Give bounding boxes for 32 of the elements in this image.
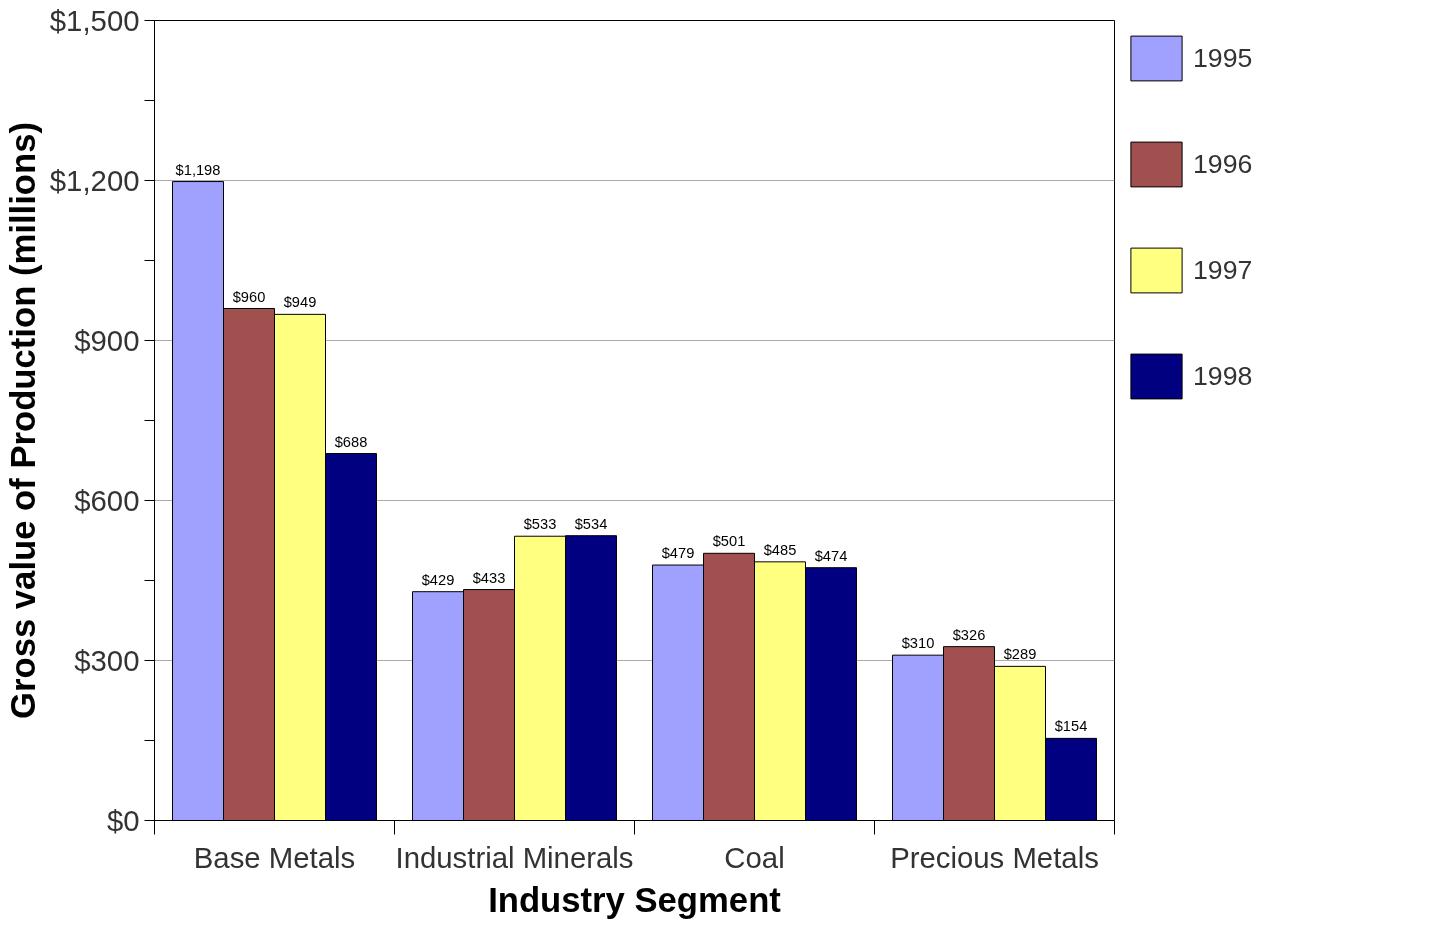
data-label: $1,198 [175,161,221,178]
data-label: $960 [232,288,266,305]
data-label: $310 [901,635,935,652]
y-tick-label: $300 [74,644,140,677]
y-tick-label: $1,200 [49,164,140,197]
data-label: $485 [763,541,797,558]
data-label: $534 [574,515,608,532]
data-label: $289 [1003,646,1037,663]
data-label: $433 [472,569,506,586]
x-tick-label: Base Metals [193,840,356,874]
data-label: $479 [661,545,695,562]
legend-label: 1998 [1193,360,1253,392]
y-tick-label: $600 [74,484,140,517]
data-label: $474 [814,547,848,564]
data-label: $429 [421,571,455,588]
x-axis-title: Industry Segment [488,880,782,919]
x-tick-label: Coal [724,840,785,874]
y-axis-title: Gross value of Production (millions) [3,122,42,719]
y-tick-label: $900 [74,324,140,357]
legend-label: 1995 [1193,42,1253,74]
x-tick-label: Precious Metals [890,840,1099,874]
legend-label: 1996 [1193,148,1253,180]
x-tick-label: Industrial Minerals [395,840,634,874]
data-label: $688 [334,433,368,450]
data-label: $154 [1054,718,1088,735]
data-label: $533 [523,516,557,533]
y-tick-label: $1,500 [49,4,140,37]
data-label: $501 [712,533,746,550]
data-label: $949 [283,294,317,311]
legend-label: 1997 [1193,254,1253,286]
data-label: $326 [952,626,986,643]
y-tick-label: $0 [106,804,140,837]
